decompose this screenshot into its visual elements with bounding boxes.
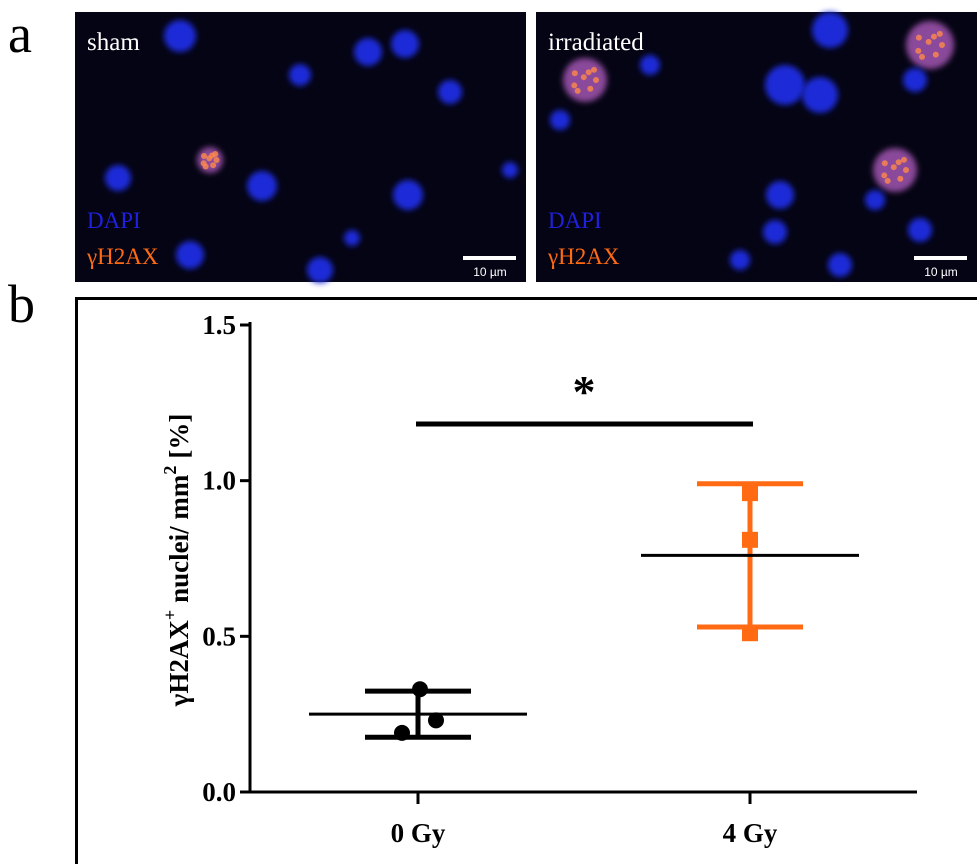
significance-label: * bbox=[573, 366, 596, 417]
scale-bar-label: 10 µm bbox=[924, 265, 958, 279]
nucleus bbox=[393, 180, 423, 210]
foci bbox=[932, 51, 939, 58]
data-point bbox=[742, 485, 758, 502]
channel-label: DAPI bbox=[548, 208, 602, 233]
y-axis-label-part: 2 bbox=[160, 466, 180, 475]
foci bbox=[895, 159, 902, 166]
nucleus bbox=[289, 64, 311, 86]
y-axis-label-part: γH2AX bbox=[164, 620, 194, 708]
foci bbox=[890, 164, 897, 171]
foci bbox=[925, 38, 932, 45]
y-axis-label-part: + bbox=[160, 610, 180, 620]
nucleus bbox=[354, 38, 382, 66]
foci bbox=[936, 30, 943, 37]
image-background bbox=[75, 12, 526, 282]
y-axis-label-part: nuclei/ mm bbox=[164, 474, 194, 603]
nucleus bbox=[640, 55, 660, 75]
data-point bbox=[412, 681, 428, 698]
nucleus bbox=[391, 30, 419, 58]
nucleus bbox=[502, 162, 518, 178]
foci bbox=[897, 175, 904, 182]
foci bbox=[881, 160, 888, 167]
nucleus bbox=[802, 77, 838, 113]
nucleus bbox=[438, 80, 462, 104]
foci bbox=[881, 172, 888, 179]
panel-label: a bbox=[8, 4, 32, 64]
nucleus bbox=[906, 21, 954, 69]
data-point bbox=[742, 625, 758, 642]
foci bbox=[209, 152, 216, 159]
image-title: sham bbox=[87, 29, 140, 56]
image-background bbox=[536, 12, 977, 282]
nucleus bbox=[344, 230, 360, 246]
nucleus bbox=[105, 165, 131, 191]
channel-label: γH2AX bbox=[547, 244, 620, 269]
nucleus bbox=[763, 220, 787, 244]
foci bbox=[571, 70, 578, 77]
channel-label: DAPI bbox=[87, 208, 141, 233]
nucleus bbox=[903, 68, 927, 92]
y-axis-label-part: [%] bbox=[164, 414, 194, 459]
nucleus bbox=[730, 250, 750, 270]
foci bbox=[571, 82, 578, 89]
micrograph: irradiated DAPI γH2AX 10 µm bbox=[536, 12, 977, 282]
y-tick-label: 0.0 bbox=[202, 777, 236, 807]
foci bbox=[939, 42, 945, 48]
micrograph: sham DAPI γH2AX 10 µm bbox=[75, 12, 526, 283]
foci bbox=[587, 85, 594, 92]
y-tick-label: 1.5 bbox=[202, 310, 236, 340]
panel-frame bbox=[75, 297, 977, 864]
foci bbox=[915, 34, 922, 41]
nucleus bbox=[176, 241, 204, 269]
data-point bbox=[742, 531, 758, 548]
nucleus bbox=[828, 253, 852, 277]
foci bbox=[200, 152, 207, 159]
foci bbox=[580, 74, 587, 81]
foci bbox=[210, 162, 217, 169]
nucleus bbox=[812, 12, 848, 48]
nucleus bbox=[865, 190, 885, 210]
nucleus bbox=[765, 65, 805, 105]
image-title: irradiated bbox=[548, 29, 644, 56]
y-tick-label: 1.0 bbox=[202, 466, 236, 496]
foci bbox=[919, 53, 926, 60]
scale-bar-label: 10 µm bbox=[473, 265, 507, 279]
data-point bbox=[394, 724, 410, 741]
foci bbox=[884, 177, 891, 184]
y-axis-label: γH2AX+ nuclei/ mm2 [%] bbox=[160, 414, 194, 708]
foci bbox=[915, 47, 922, 54]
nucleus bbox=[307, 257, 333, 283]
foci bbox=[900, 156, 907, 163]
data-point bbox=[428, 712, 444, 729]
channel-label: γH2AX bbox=[86, 244, 159, 269]
foci bbox=[585, 69, 592, 76]
nucleus bbox=[766, 181, 794, 209]
foci bbox=[590, 66, 597, 73]
foci bbox=[574, 87, 581, 94]
foci bbox=[200, 160, 207, 167]
foci bbox=[930, 33, 937, 40]
nucleus bbox=[164, 20, 196, 52]
nucleus bbox=[873, 148, 917, 192]
y-tick-label: 0.5 bbox=[202, 621, 236, 651]
nucleus bbox=[247, 171, 277, 201]
foci bbox=[593, 77, 599, 83]
foci bbox=[213, 157, 220, 163]
x-tick-label: 4 Gy bbox=[723, 818, 778, 848]
foci bbox=[903, 167, 909, 173]
nucleus bbox=[550, 110, 570, 130]
x-tick-label: 0 Gy bbox=[391, 818, 446, 848]
nucleus bbox=[563, 58, 607, 102]
panel-label: b bbox=[8, 274, 35, 334]
nucleus bbox=[908, 218, 932, 242]
